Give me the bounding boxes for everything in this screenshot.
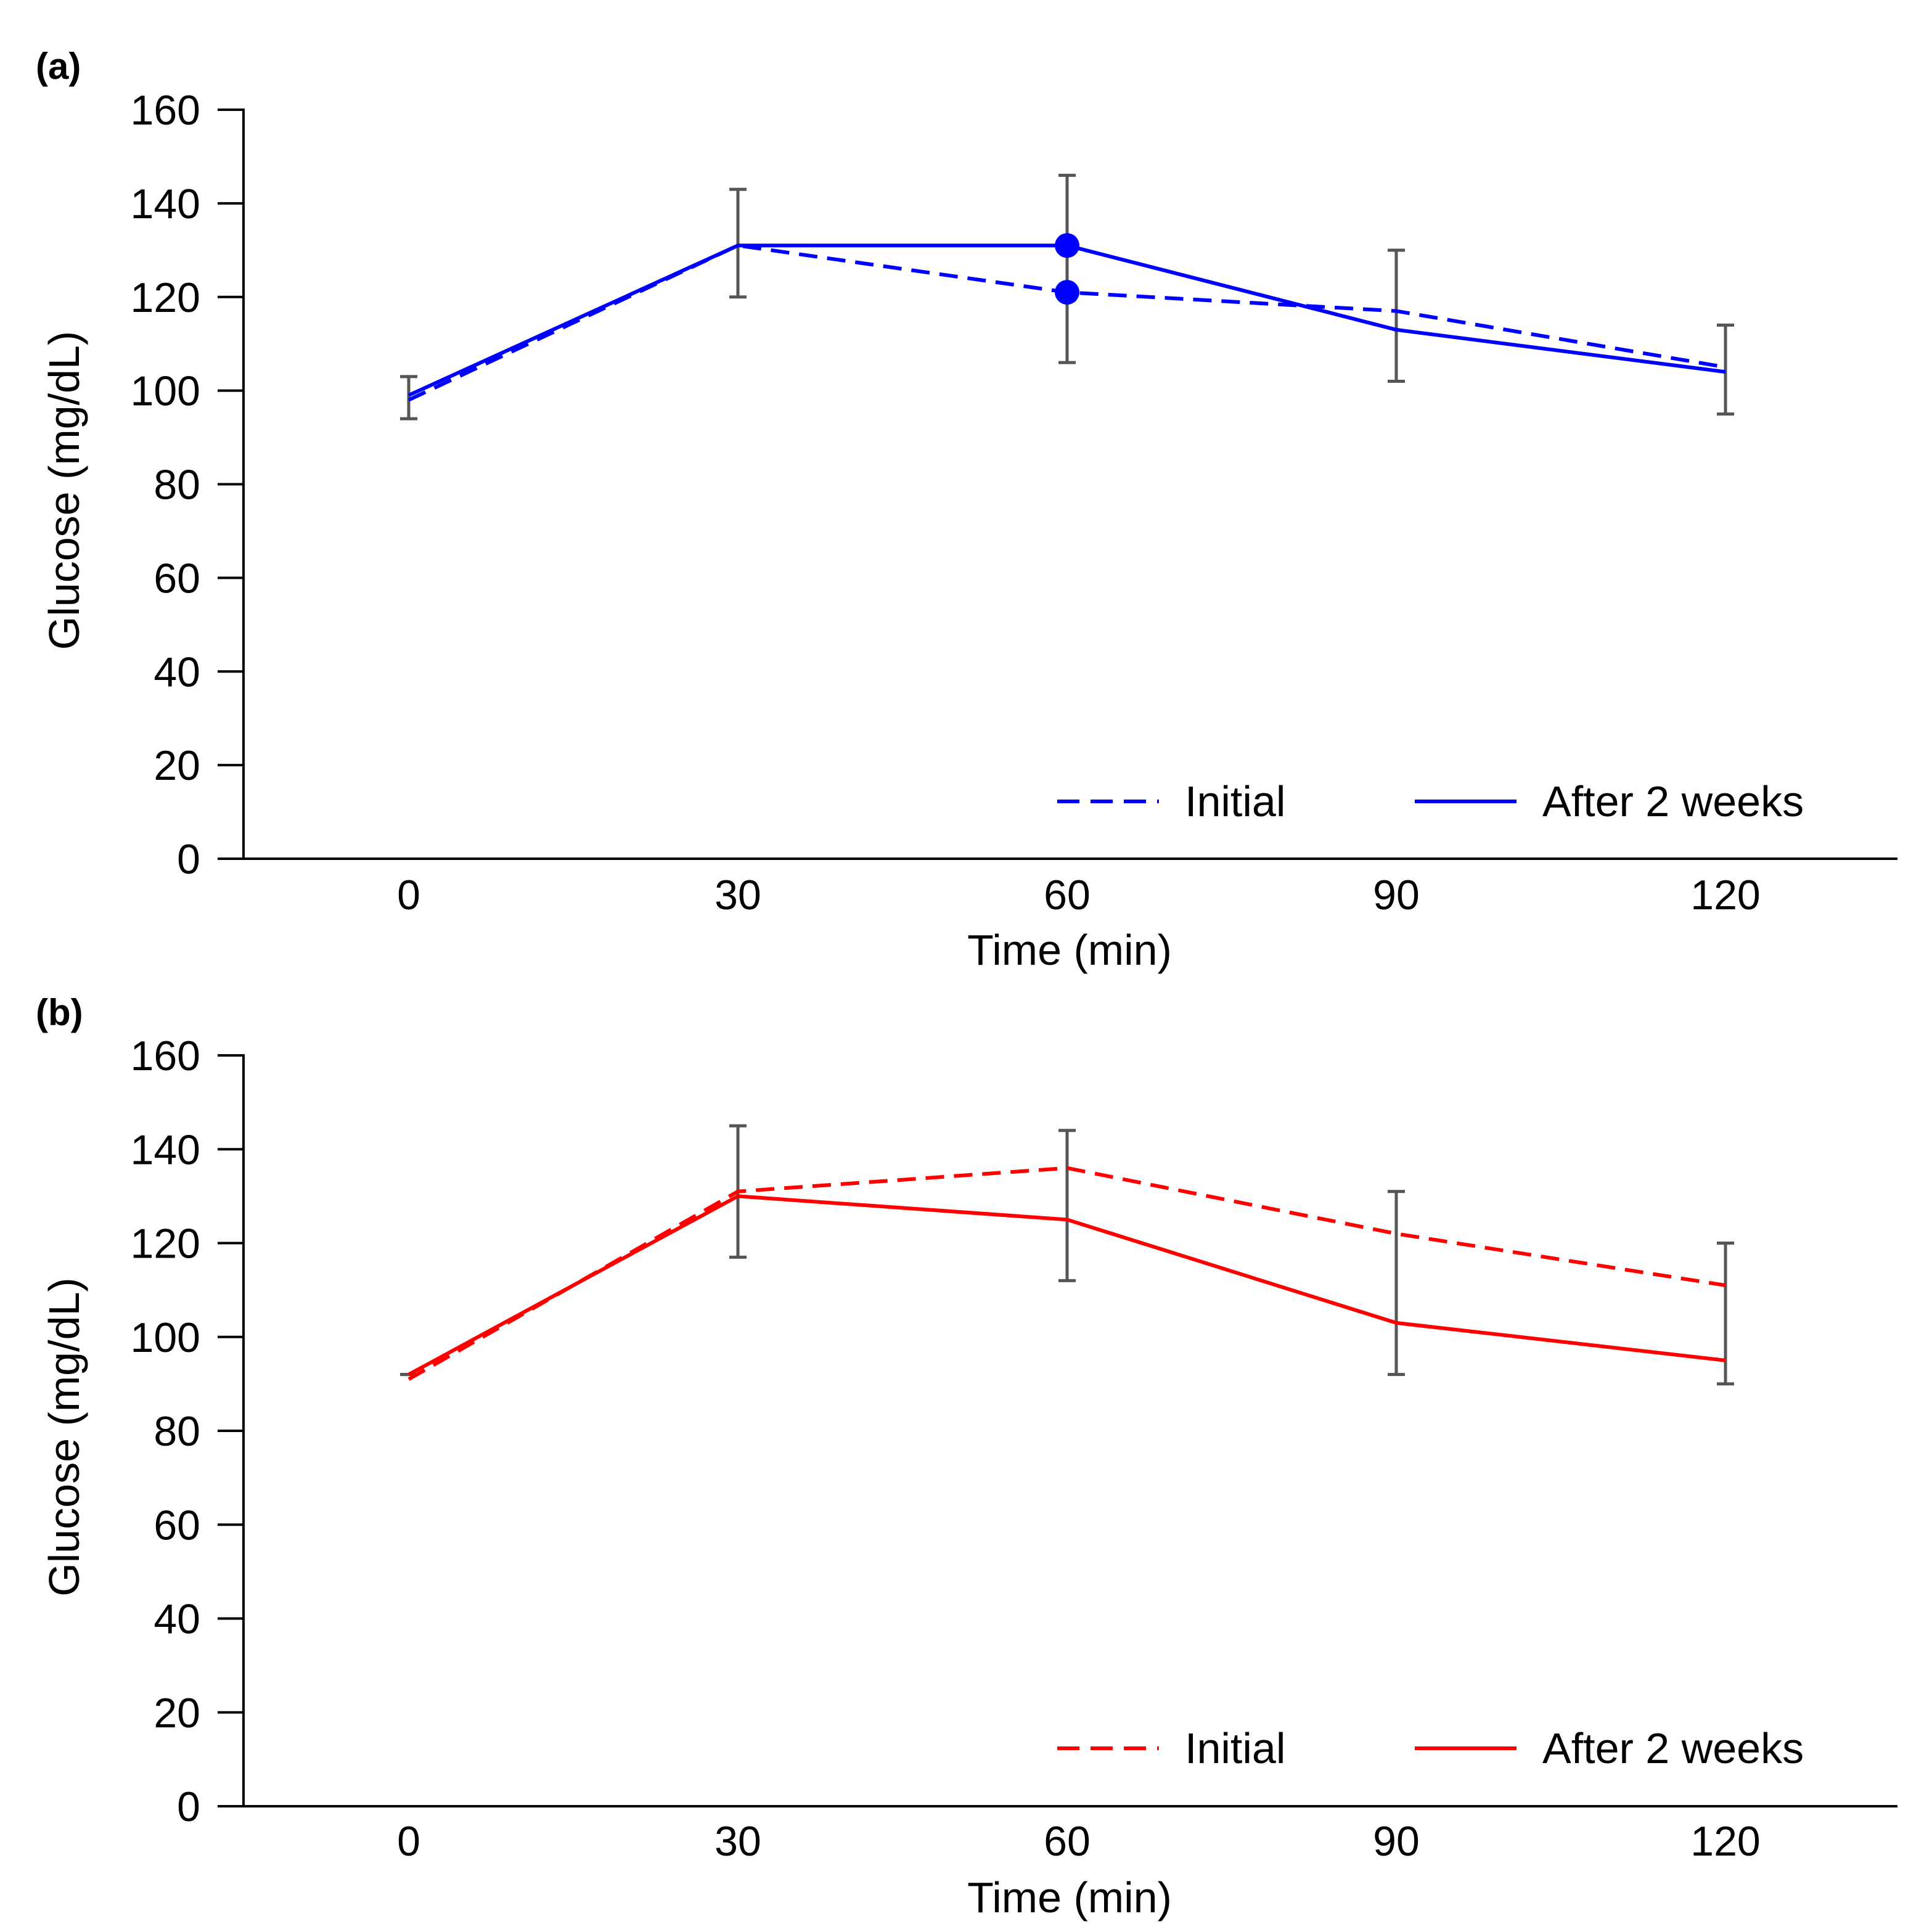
x-axis-title: Time (min) [967, 926, 1172, 974]
panel-label: (a) [36, 46, 81, 87]
y-tick-label: 40 [153, 1596, 200, 1643]
x-tick-label: 90 [1373, 1818, 1420, 1865]
y-tick-label: 0 [177, 836, 200, 883]
y-tick-label: 80 [153, 1408, 200, 1455]
y-tick-label: 20 [153, 1690, 200, 1737]
y-tick-label: 80 [153, 462, 200, 509]
y-tick-label: 120 [131, 274, 200, 321]
legend-label: After 2 weeks [1542, 1724, 1804, 1772]
y-tick-label: 100 [131, 368, 200, 415]
series-line-initial [407, 1166, 1726, 1381]
y-tick-label: 60 [153, 555, 200, 602]
panel-label: (b) [36, 992, 83, 1033]
error-bar [1058, 1129, 1076, 1282]
chart-panel-b: (b) 0 20 40 60 80 100 120 140 160 0 30 60 90 120 Time (… [36, 992, 1897, 1922]
y-tick-label: 0 [177, 1783, 200, 1830]
error-bar [1717, 323, 1734, 416]
data-point-marker [1055, 233, 1079, 258]
error-bar [1058, 173, 1076, 364]
x-tick-label: 120 [1690, 1818, 1760, 1865]
y-axis-title: Glucose (mg/dL) [40, 331, 88, 650]
x-tick-label: 30 [714, 872, 761, 919]
y-tick-label: 100 [131, 1314, 200, 1361]
x-tick-label: 120 [1690, 872, 1760, 919]
legend-label: After 2 weeks [1542, 777, 1804, 825]
legend: Initial After 2 weeks [1057, 1724, 1804, 1772]
error-bar [400, 375, 417, 420]
legend-label: Initial [1185, 1724, 1285, 1772]
y-tick-label: 120 [131, 1221, 200, 1267]
error-bar [1388, 248, 1405, 383]
x-tick-label: 60 [1044, 1818, 1091, 1865]
y-tick-label: 60 [153, 1502, 200, 1549]
legend-label: Initial [1185, 777, 1285, 825]
y-tick-label: 140 [131, 181, 200, 227]
y-tick-label: 20 [153, 742, 200, 789]
error-bar [729, 187, 747, 299]
x-tick-label: 60 [1044, 872, 1091, 919]
x-axis-title: Time (min) [967, 1873, 1172, 1922]
y-tick-label: 160 [131, 87, 200, 134]
y-axis-title: Glucose (mg/dL) [40, 1277, 88, 1596]
y-tick-label: 160 [131, 1033, 200, 1079]
legend: Initial After 2 weeks [1057, 777, 1804, 825]
error-bar [1717, 1242, 1734, 1386]
y-tick-label: 40 [153, 649, 200, 695]
chart-panel-a: (a) 0 20 40 60 80 100 120 140 160 0 30 60 90 120 Time (… [36, 46, 1897, 974]
x-tick-label: 0 [397, 1818, 420, 1865]
x-tick-label: 90 [1373, 872, 1420, 919]
error-bar [1388, 1190, 1405, 1377]
data-point-marker [1055, 280, 1079, 305]
x-tick-label: 0 [397, 872, 420, 919]
x-tick-label: 30 [714, 1818, 761, 1865]
y-tick-label: 140 [131, 1126, 200, 1173]
series-line-after-2-weeks [407, 1194, 1726, 1377]
